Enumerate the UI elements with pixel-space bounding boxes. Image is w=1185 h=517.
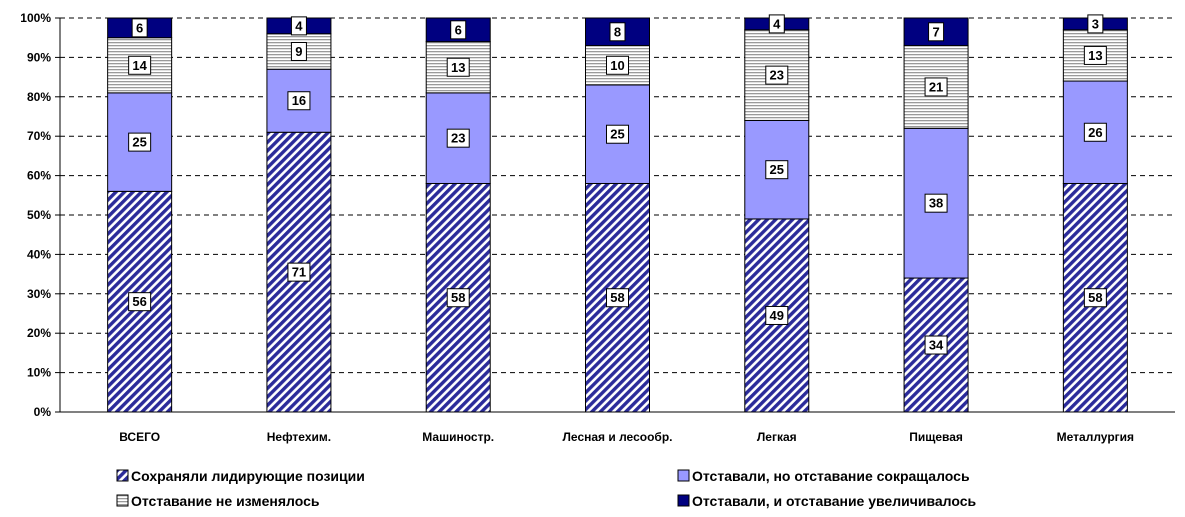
legend-label: Отставали, и отставание увеличивалось [692, 493, 977, 509]
data-label-box [606, 288, 629, 308]
data-label: 58 [610, 290, 624, 305]
data-label-box [446, 128, 470, 148]
y-tick-label: 0% [34, 405, 52, 419]
data-label-box [765, 160, 789, 180]
data-label-box [290, 41, 307, 61]
x-category-label: Машиностр. [422, 430, 494, 444]
legend-label: Сохраняли лидирующие позиции [131, 468, 365, 484]
y-tick-label: 50% [27, 208, 51, 222]
legend-swatch [116, 494, 129, 507]
data-label-box [606, 124, 629, 144]
data-label: 13 [451, 60, 465, 75]
data-label-box [290, 16, 307, 36]
data-label: 26 [1088, 125, 1102, 140]
x-category-labels: ВСЕГО Нефтехим. Машиностр. Лесная и лесообр… [119, 430, 1134, 444]
gridlines [60, 17, 1175, 374]
data-label-box [128, 55, 152, 75]
data-label: 23 [770, 68, 784, 83]
data-label: 25 [770, 162, 784, 177]
data-label: 3 [1092, 16, 1099, 31]
legend: Сохраняли лидирующие позиции Отставали, н… [116, 468, 977, 509]
legend-swatch [116, 469, 129, 482]
legend-label: Отставали, но отставание сокращалось [692, 468, 970, 484]
y-tick-labels: 0% 10% 20% 30% 40% 50% 60% 70% 80% 90% 100% [20, 11, 51, 419]
data-label-box [287, 262, 311, 282]
y-tick-label: 70% [27, 129, 51, 143]
y-tick-label: 100% [20, 11, 51, 25]
x-category-label: Легкая [757, 430, 797, 444]
data-label: 14 [132, 58, 147, 73]
data-label-box [128, 132, 152, 152]
legend-swatch [677, 469, 690, 482]
data-label-box [1087, 14, 1104, 34]
data-label: 23 [451, 131, 465, 146]
data-label-box [450, 20, 467, 40]
data-label: 38 [929, 196, 943, 211]
data-label-box [131, 18, 148, 38]
data-label: 21 [929, 79, 943, 94]
data-label: 13 [1088, 48, 1102, 63]
data-label-box [446, 57, 470, 77]
x-category-label: Металлургия [1057, 430, 1134, 444]
data-label-box [768, 14, 785, 34]
data-label: 58 [451, 290, 465, 305]
data-label-box [765, 65, 789, 85]
data-labels: 56 25 14 6 71 16 9 4 58 23 13 6 58 25 10 8 49 25 23 4 34 38 21… [128, 14, 1107, 355]
data-label-box [924, 77, 948, 97]
x-category-label: ВСЕГО [119, 430, 160, 444]
data-label-box [928, 22, 945, 42]
data-label: 58 [1088, 290, 1102, 305]
data-label: 4 [295, 18, 303, 33]
data-label-box [924, 335, 948, 355]
data-label: 25 [610, 127, 624, 142]
data-label: 4 [773, 16, 781, 31]
data-label-box [606, 55, 629, 75]
data-label: 16 [292, 93, 306, 108]
y-tick-label: 30% [27, 287, 51, 301]
data-label: 8 [614, 24, 621, 39]
data-label: 49 [770, 308, 784, 323]
y-tick-label: 90% [27, 50, 51, 64]
x-category-label: Лесная и лесообр. [563, 430, 673, 444]
legend-label: Отставание не изменялось [131, 493, 320, 509]
data-label-box [128, 292, 152, 312]
data-label-box [609, 22, 626, 42]
data-label-box [1083, 45, 1107, 65]
data-label-box [924, 193, 948, 213]
legend-swatch [677, 494, 690, 507]
data-label: 6 [455, 22, 462, 37]
data-label: 9 [295, 44, 302, 59]
y-tick-label: 60% [27, 169, 51, 183]
x-category-label: Нефтехим. [267, 430, 331, 444]
data-label-box [1083, 288, 1107, 308]
y-tick-label: 40% [27, 247, 51, 261]
data-label: 34 [929, 338, 944, 353]
data-label-box [446, 288, 470, 308]
data-label: 6 [136, 20, 143, 35]
y-tick-label: 10% [27, 366, 51, 380]
data-label: 10 [610, 58, 624, 73]
data-label: 7 [932, 24, 939, 39]
data-label: 71 [292, 265, 306, 280]
data-label-box [1083, 122, 1107, 142]
y-tick-label: 80% [27, 90, 51, 104]
data-label-box [765, 305, 789, 325]
data-label-box [287, 91, 311, 111]
x-category-label: Пищевая [909, 430, 963, 444]
y-tick-label: 20% [27, 326, 51, 340]
data-label: 56 [132, 294, 146, 309]
data-label: 25 [132, 135, 146, 150]
